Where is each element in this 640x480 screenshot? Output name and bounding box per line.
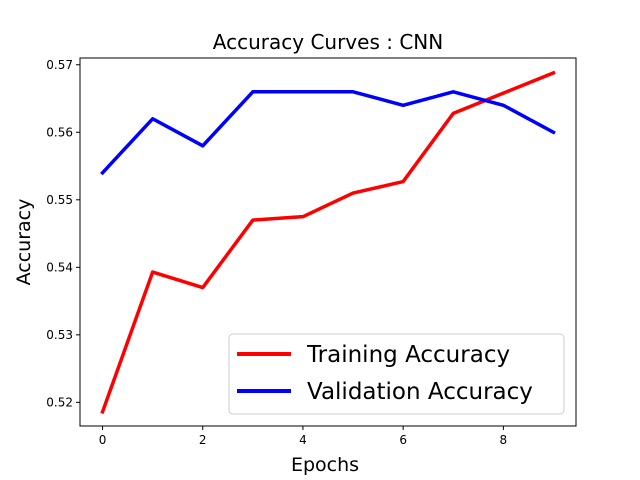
y-tick-label: 0.56 xyxy=(46,125,73,139)
y-tick-label: 0.54 xyxy=(46,260,73,274)
legend-box xyxy=(228,333,565,415)
series-line-validation xyxy=(100,90,556,176)
y-axis-label: Accuracy xyxy=(13,199,35,286)
x-tick-label: 4 xyxy=(299,433,307,447)
series-line-training xyxy=(100,70,556,415)
y-tick-label: 0.55 xyxy=(46,193,73,207)
legend-label-training: Training Accuracy xyxy=(306,342,510,368)
y-tick-label: 0.53 xyxy=(46,328,73,342)
x-axis-ticks: 0 2 4 6 8 xyxy=(99,426,507,447)
x-tick-label: 0 xyxy=(99,433,107,447)
y-tick-label: 0.57 xyxy=(46,58,73,72)
plot-lines xyxy=(100,70,556,415)
legend-label-validation: Validation Accuracy xyxy=(307,379,533,405)
x-tick-label: 8 xyxy=(500,433,508,447)
chart-title: Accuracy Curves : CNN xyxy=(213,30,443,54)
x-tick-label: 2 xyxy=(199,433,207,447)
x-tick-label: 6 xyxy=(399,433,407,447)
plot-frame xyxy=(79,57,577,427)
legend: Training Accuracy Validation Accuracy xyxy=(228,333,565,415)
y-tick-label: 0.52 xyxy=(46,395,73,409)
x-axis-label: Epochs xyxy=(291,454,359,476)
y-axis-ticks: 0.52 0.53 0.54 0.55 0.56 0.57 xyxy=(46,58,80,409)
